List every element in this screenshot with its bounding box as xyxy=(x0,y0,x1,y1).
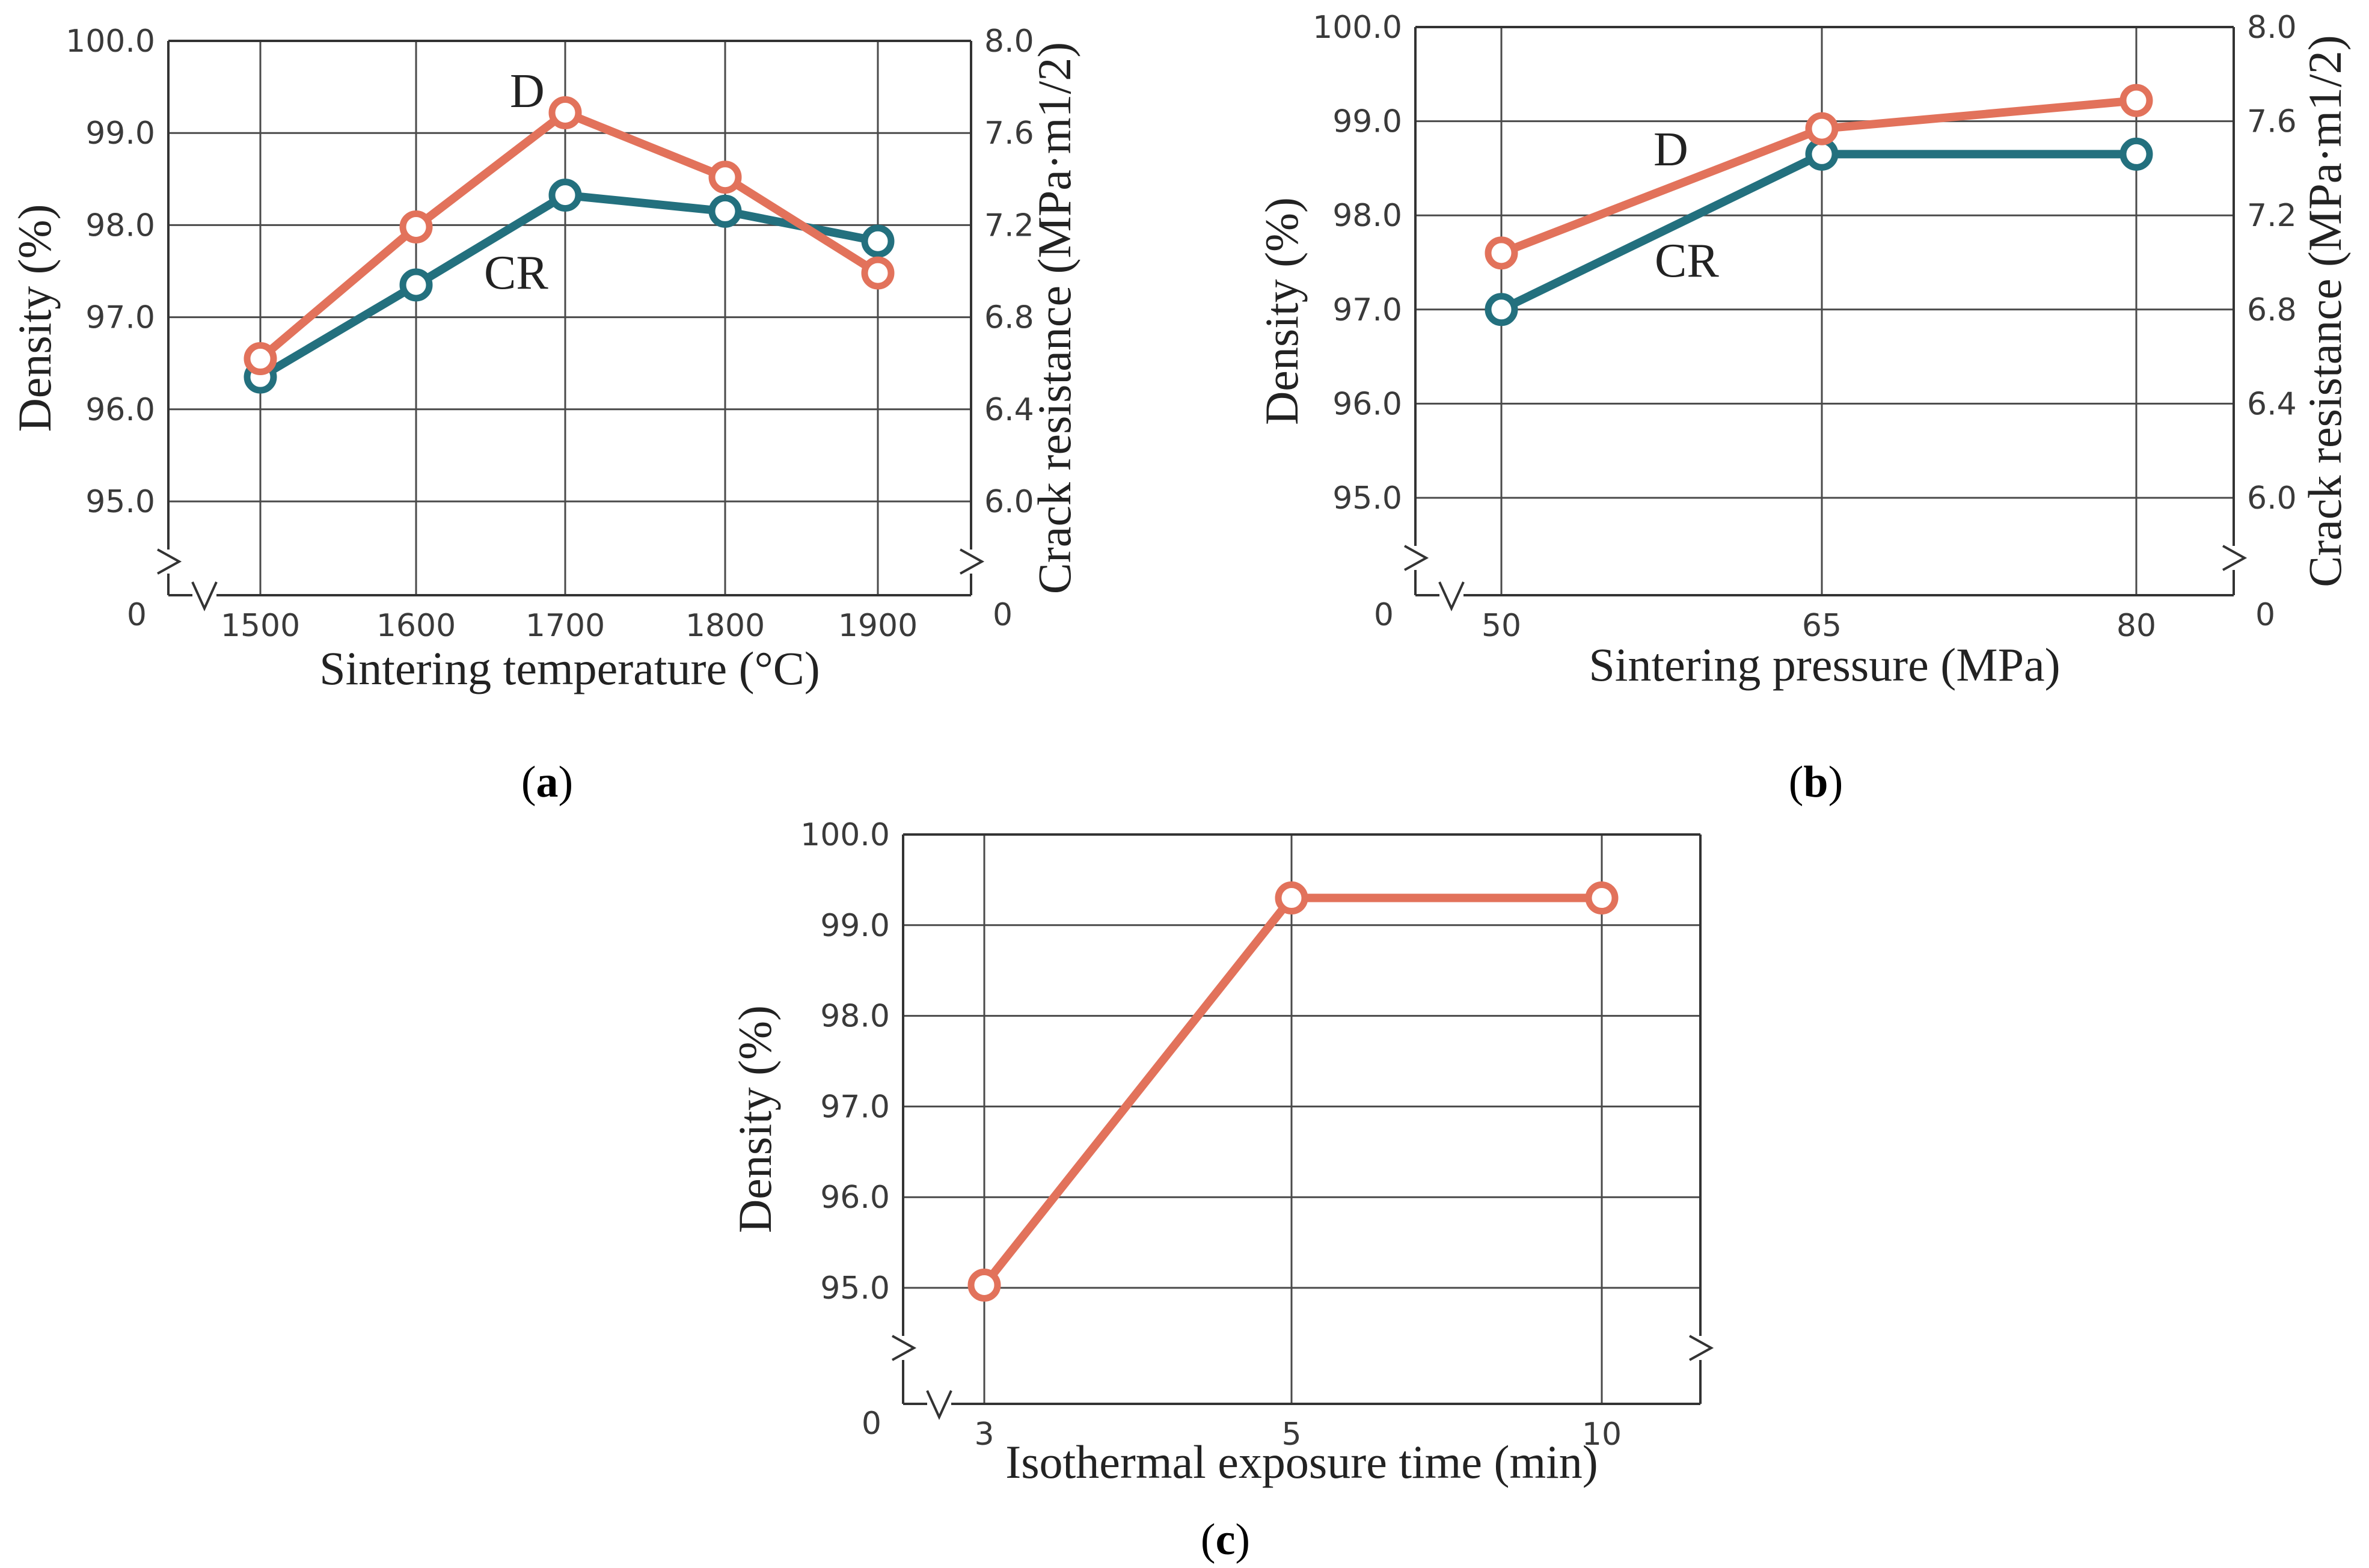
y-tick-label-left: 97.0 xyxy=(820,1089,890,1125)
y-tick-label-right: 8.0 xyxy=(2247,10,2297,46)
y-zero-label-right: 0 xyxy=(993,597,1013,633)
y-tick-label-right: 6.4 xyxy=(2247,386,2297,422)
data-point-cr xyxy=(1485,293,1518,326)
x-tick-label: 80 xyxy=(2116,608,2156,644)
axis-break-mark xyxy=(1689,1335,1714,1361)
data-point-cr xyxy=(2119,137,2153,171)
axis-break-mark xyxy=(926,1390,952,1420)
data-point-cr xyxy=(399,268,433,302)
panel-caption: (c) xyxy=(1201,1515,1250,1564)
y-tick-label-right: 6.4 xyxy=(984,392,1034,428)
y-tick-label-left: 95.0 xyxy=(1332,480,1402,516)
series-line-cr xyxy=(1497,150,2141,314)
y-tick-label-left: 100.0 xyxy=(1313,10,1402,46)
panel-caption: (b) xyxy=(1789,758,1843,807)
panel-b: 95.0 96.0 97.0 98.0 99.0 100.0 0 6.0 6.4 6.8 7.2 7.… xyxy=(1255,10,2351,807)
y-tick-label-right: 6.0 xyxy=(984,484,1034,520)
data-point-cr xyxy=(708,194,742,228)
x-axis-title: Isothermal exposure time (min) xyxy=(1005,1436,1598,1488)
y-tick-label-right: 8.0 xyxy=(984,23,1034,60)
x-tick-label: 1900 xyxy=(838,608,918,644)
y-axis-title-right: Crack resistance (MPa·m1/2) xyxy=(2299,35,2351,587)
y-zero-label-left: 0 xyxy=(862,1406,881,1442)
y-tick-label-left: 100.0 xyxy=(66,23,155,60)
data-point-d xyxy=(1485,236,1518,270)
y-tick-label-right: 7.6 xyxy=(984,115,1034,152)
axis-break-mark xyxy=(1438,581,1465,611)
y-tick-label-right: 6.8 xyxy=(2247,292,2297,328)
y-tick-label-left: 97.0 xyxy=(85,300,155,336)
axis-break-mark xyxy=(960,548,985,575)
y-tick-label-left: 96.0 xyxy=(85,392,155,428)
series-line-d xyxy=(980,893,1606,1290)
x-tick-label: 1600 xyxy=(376,608,456,644)
axis-break-mark xyxy=(2222,545,2248,571)
panel-c: 95.0 96.0 97.0 98.0 99.0 100.0 0 3 5 10Isothermal… xyxy=(729,817,1714,1564)
data-point-cr xyxy=(548,179,582,212)
y-tick-label-right: 6.8 xyxy=(984,300,1034,336)
data-point-d xyxy=(399,210,433,243)
data-point-cr xyxy=(861,224,895,258)
x-tick-label: 5 xyxy=(1281,1416,1301,1453)
axis-break-mark xyxy=(892,1335,917,1361)
panel-a: 95.0 96.0 97.0 98.0 99.0 100.0 0 6.0 6.4 6.8 7.2 7.… xyxy=(8,23,1080,807)
y-tick-label-left: 99.0 xyxy=(1332,104,1402,140)
panel-caption: (a) xyxy=(521,758,573,807)
y-tick-label-left: 99.0 xyxy=(85,115,155,152)
x-axis-title: Sintering pressure (MPa) xyxy=(1589,639,2060,691)
data-point-d xyxy=(1805,112,1839,145)
data-point-d xyxy=(1585,881,1619,915)
y-axis-title-left: Density (%) xyxy=(1255,197,1308,425)
data-point-d xyxy=(861,256,895,290)
y-zero-label-left: 0 xyxy=(127,597,147,633)
y-tick-label-right: 7.2 xyxy=(2247,198,2297,234)
axis-break-mark xyxy=(1404,545,1429,571)
series-label-d: D xyxy=(510,65,545,118)
y-tick-label-right: 6.0 xyxy=(2247,480,2297,516)
y-tick-label-left: 95.0 xyxy=(820,1270,890,1306)
x-tick-label: 1800 xyxy=(685,608,765,644)
y-tick-label-left: 98.0 xyxy=(1332,198,1402,234)
y-zero-label-right: 0 xyxy=(2255,597,2275,633)
series-label-cr: CR xyxy=(1655,234,1719,287)
y-tick-label-right: 7.6 xyxy=(2247,104,2297,140)
x-tick-label: 50 xyxy=(1482,608,1521,644)
data-point-d xyxy=(548,96,582,129)
y-axis-title-left: Density (%) xyxy=(8,204,61,432)
y-tick-label-left: 95.0 xyxy=(85,484,155,520)
y-tick-label-left: 96.0 xyxy=(820,1180,890,1216)
data-point-d xyxy=(708,161,742,194)
data-point-d xyxy=(244,342,277,376)
y-zero-label-left: 0 xyxy=(1374,597,1394,633)
data-point-d xyxy=(1275,881,1308,915)
y-axis-title-left: Density (%) xyxy=(729,1005,781,1233)
axis-break-mark xyxy=(191,581,218,611)
series-label-cr: CR xyxy=(484,247,548,299)
x-tick-label: 65 xyxy=(1802,608,1842,644)
series-line-cr xyxy=(256,191,882,382)
y-tick-label-left: 99.0 xyxy=(820,908,890,944)
x-axis-title: Sintering temperature (°C) xyxy=(319,642,820,694)
data-point-d xyxy=(967,1268,1001,1302)
y-tick-label-right: 7.2 xyxy=(984,207,1034,243)
x-tick-label: 1500 xyxy=(221,608,300,644)
y-axis-title-right: Crack resistance (MPa·m1/2) xyxy=(1028,42,1080,594)
x-tick-label: 3 xyxy=(974,1416,994,1453)
y-tick-label-left: 98.0 xyxy=(85,207,155,243)
y-tick-label-left: 97.0 xyxy=(1332,292,1402,328)
y-tick-label-left: 98.0 xyxy=(820,999,890,1035)
axis-break-mark xyxy=(157,548,182,575)
y-tick-label-left: 100.0 xyxy=(800,817,890,853)
data-point-d xyxy=(2119,84,2153,117)
series-label-d: D xyxy=(1653,123,1688,176)
x-tick-label: 10 xyxy=(1582,1416,1622,1453)
y-tick-label-left: 96.0 xyxy=(1332,386,1402,422)
x-tick-label: 1700 xyxy=(526,608,605,644)
